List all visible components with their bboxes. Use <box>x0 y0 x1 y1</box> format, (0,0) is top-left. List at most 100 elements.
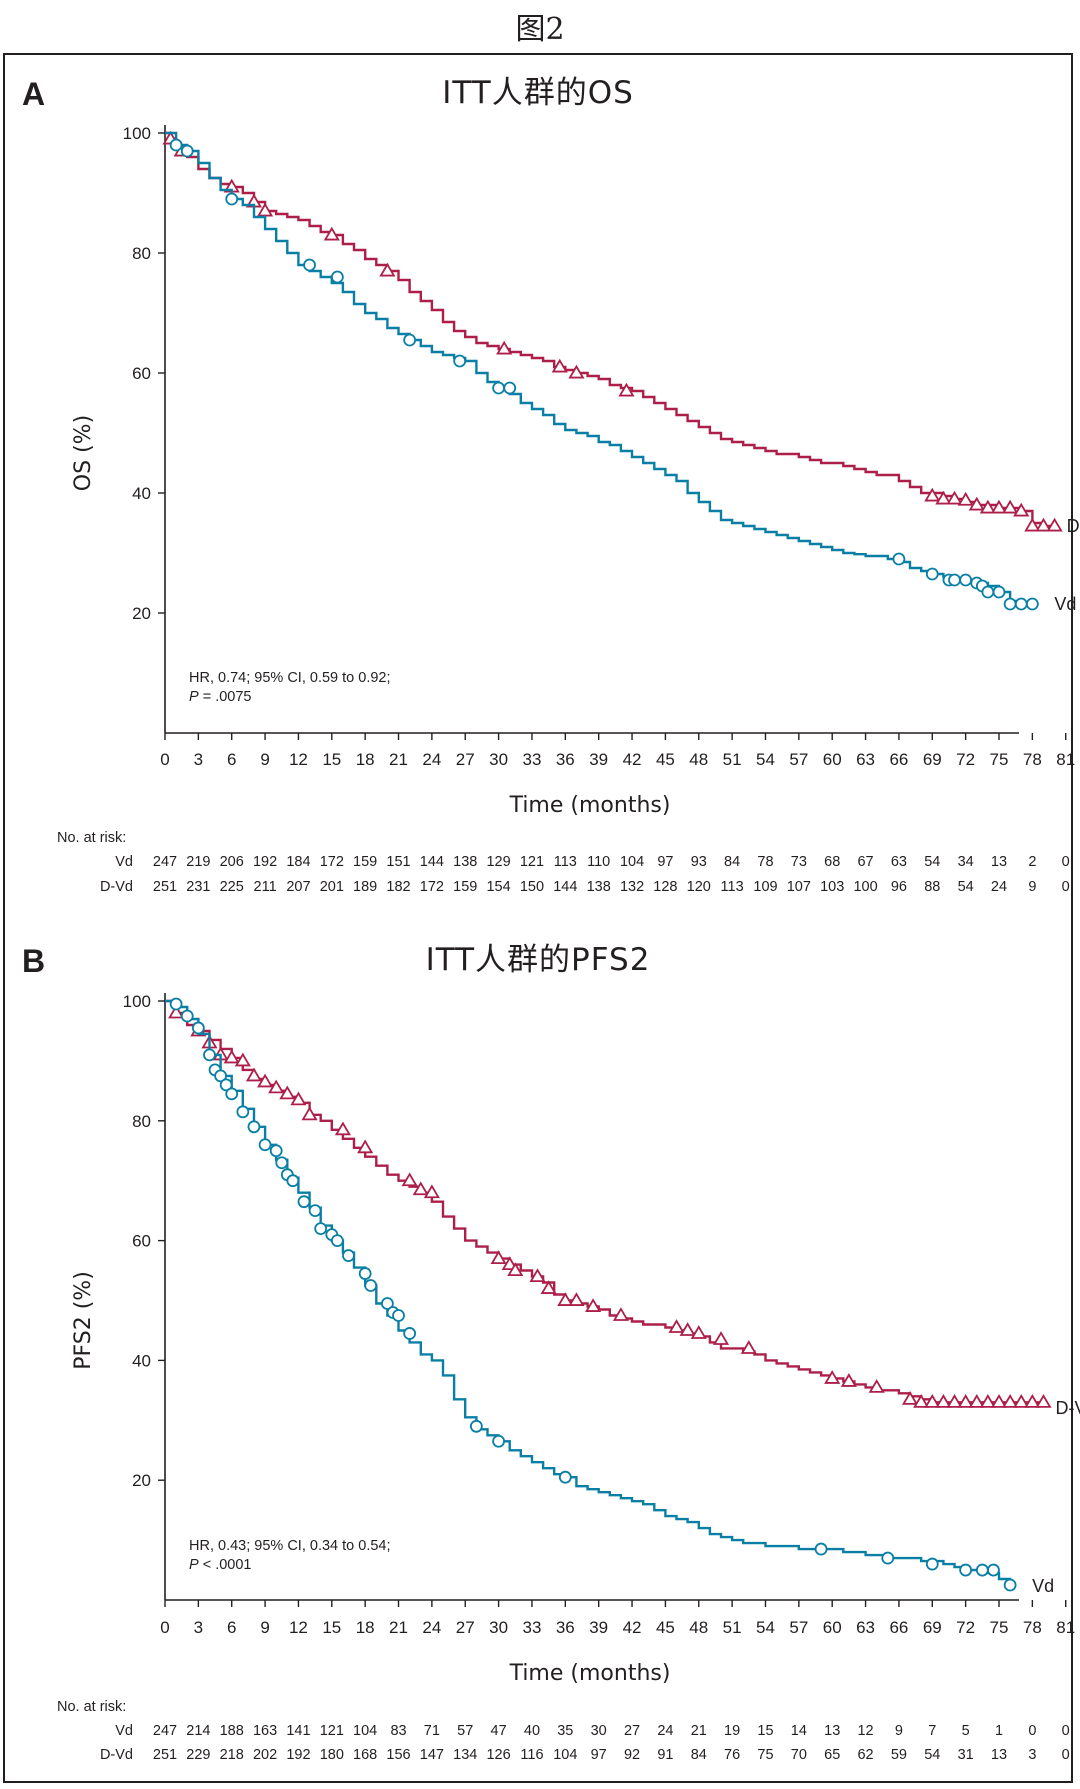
x-tick-label: 21 <box>389 750 408 769</box>
censor-marker-dvd <box>323 226 340 241</box>
y-tick-label: 40 <box>132 484 151 503</box>
at-risk-value: 147 <box>420 1747 444 1763</box>
stats-p-value: < .0001 <box>199 1557 252 1573</box>
at-risk-value: 251 <box>153 1747 177 1763</box>
panel-title: ITT人群的OS <box>442 75 634 111</box>
at-risk-value: 68 <box>824 854 840 870</box>
at-risk-value: 96 <box>891 879 907 895</box>
x-tick-label: 69 <box>923 750 942 769</box>
x-tick-label: 39 <box>589 750 608 769</box>
x-tick-label: 81 <box>1056 750 1075 769</box>
at-risk-value: 247 <box>153 854 177 870</box>
at-risk-value: 0 <box>1062 854 1070 870</box>
at-risk-value: 83 <box>390 1723 406 1739</box>
censor-marker-dvd <box>490 1250 507 1265</box>
at-risk-value: 219 <box>186 854 210 870</box>
at-risk-value: 19 <box>724 1723 740 1739</box>
at-risk-value: 251 <box>153 879 177 895</box>
censor-marker-vd <box>503 381 517 395</box>
censor-marker-vd <box>330 1234 344 1247</box>
stats-p: P = .0075 <box>189 689 251 705</box>
at-risk-value: 116 <box>520 1747 543 1763</box>
at-risk-value: 192 <box>286 1747 310 1763</box>
at-risk-value: 132 <box>620 879 644 895</box>
censor-marker-vd <box>925 567 939 581</box>
x-tick-label: 0 <box>160 750 169 769</box>
censor-marker-vd <box>364 1279 378 1292</box>
censor-marker-dvd <box>1024 1394 1041 1408</box>
x-tick-label: 39 <box>589 1618 608 1637</box>
at-risk-value: 182 <box>386 879 410 895</box>
stats-p-value: = .0075 <box>199 689 252 705</box>
censor-marker-dvd <box>740 1340 757 1354</box>
at-risk-value: 76 <box>724 1747 740 1763</box>
at-risk-value: 156 <box>386 1747 410 1763</box>
censor-marker-dvd <box>946 1394 963 1408</box>
censor-marker-dvd <box>690 1325 707 1339</box>
at-risk-value: 107 <box>787 879 811 895</box>
x-tick-label: 0 <box>160 1618 169 1637</box>
at-risk-value: 100 <box>853 879 877 895</box>
at-risk-value: 201 <box>320 879 344 895</box>
censor-marker-vd <box>892 552 906 566</box>
censor-marker-dvd <box>840 1373 857 1387</box>
censor-marker-vd <box>453 354 467 368</box>
at-risk-value: 91 <box>657 1747 673 1763</box>
x-tick-label: 78 <box>1023 750 1042 769</box>
x-tick-label: 66 <box>889 1618 908 1637</box>
at-risk-value: 5 <box>962 1723 970 1739</box>
at-risk-value: 121 <box>520 854 544 870</box>
censor-marker-dvd <box>1024 517 1041 532</box>
at-risk-value: 35 <box>557 1723 573 1739</box>
at-risk-value: 154 <box>486 879 510 895</box>
stats-hr: HR, 0.43; 95% CI, 0.34 to 0.54; <box>189 1538 391 1554</box>
censor-marker-vd <box>203 1048 216 1062</box>
censor-marker-vd <box>275 1156 289 1170</box>
at-risk-value: 71 <box>424 1723 440 1739</box>
x-axis-title: Time (months) <box>509 793 671 818</box>
censor-marker-dvd <box>245 1067 263 1082</box>
censor-marker-vd <box>225 1087 239 1101</box>
censor-marker-dvd <box>1013 1394 1030 1408</box>
y-axis-title: OS (%) <box>71 415 96 491</box>
km-curve-vd <box>165 999 1012 1585</box>
x-tick-label: 36 <box>556 750 575 769</box>
censor-marker-dvd <box>257 202 274 217</box>
x-tick-label: 45 <box>656 1618 675 1637</box>
x-tick-label: 33 <box>522 750 541 769</box>
at-risk-value: 151 <box>386 854 410 870</box>
at-risk-value: 247 <box>153 1723 177 1739</box>
censor-marker-vd <box>558 1470 572 1484</box>
censor-marker-dvd <box>1046 517 1063 532</box>
censor-marker-dvd <box>957 491 974 506</box>
stats-p: P < .0001 <box>189 1557 251 1573</box>
at-risk-value: 103 <box>820 879 844 895</box>
censor-marker-dvd <box>401 1172 418 1187</box>
censor-marker-dvd <box>979 1394 996 1408</box>
x-tick-label: 66 <box>889 750 908 769</box>
x-tick-label: 12 <box>289 1618 308 1637</box>
censor-marker-vd <box>392 1309 405 1322</box>
x-tick-label: 18 <box>356 1618 375 1637</box>
at-risk-value: 27 <box>624 1723 640 1739</box>
censor-marker-dvd <box>168 1004 185 1019</box>
censor-marker-vd <box>358 1267 372 1280</box>
at-risk-value: 0 <box>1028 1723 1036 1739</box>
censor-marker-vd <box>1003 597 1017 611</box>
x-tick-label: 60 <box>823 1618 842 1637</box>
at-risk-value: 126 <box>486 1747 510 1763</box>
km-curve-d-vd <box>165 131 1055 528</box>
at-risk-value: 54 <box>924 1747 940 1763</box>
at-risk-value: 78 <box>757 854 773 870</box>
panel-title: ITT人群的PFS2 <box>426 942 651 978</box>
censor-marker-vd <box>308 1204 322 1218</box>
at-risk-value: 9 <box>1028 879 1036 895</box>
x-tick-label: 12 <box>289 750 308 769</box>
censor-marker-dvd <box>957 1394 974 1408</box>
at-risk-value: 62 <box>857 1747 873 1763</box>
censor-marker-dvd <box>357 1139 374 1154</box>
censor-marker-dvd <box>507 1262 524 1276</box>
at-risk-value: 229 <box>186 1747 210 1763</box>
at-risk-value: 110 <box>587 854 610 870</box>
censor-marker-dvd <box>868 1379 885 1393</box>
